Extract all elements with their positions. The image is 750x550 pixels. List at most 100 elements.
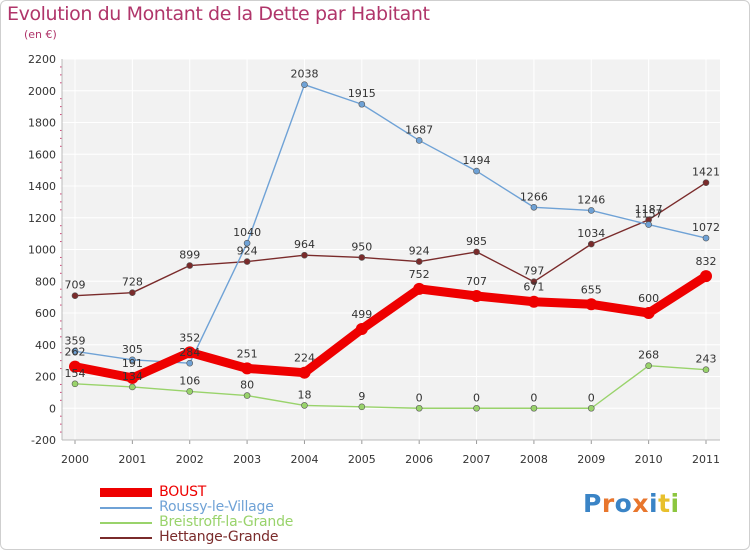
logo-letter: P xyxy=(583,489,602,518)
data-point-3 xyxy=(129,289,136,296)
data-point-0 xyxy=(470,290,483,303)
data-point-3 xyxy=(358,254,366,261)
data-label: 499 xyxy=(351,308,372,321)
data-point-3 xyxy=(702,179,710,186)
data-point-3 xyxy=(473,248,480,256)
y-tick-label: 2000 xyxy=(28,85,56,98)
y-tick-label: 600 xyxy=(35,307,56,320)
data-label: 1040 xyxy=(233,226,261,239)
data-point-0 xyxy=(241,362,254,375)
data-label: 154 xyxy=(65,367,86,380)
x-tick-label: 2001 xyxy=(118,453,146,466)
x-tick-label: 2007 xyxy=(463,453,491,466)
data-point-1 xyxy=(301,81,308,89)
data-label: 352 xyxy=(179,331,200,344)
legend-item-breistroff: Breistroff-la-Grande xyxy=(100,514,294,530)
data-label: 728 xyxy=(122,276,143,289)
data-point-1 xyxy=(243,239,251,247)
data-label: 284 xyxy=(179,346,200,359)
chart-legend: BOUST Roussy-le-Village Breistroff-la-Gr… xyxy=(100,484,294,545)
data-label: 1034 xyxy=(577,227,605,240)
data-label: 0 xyxy=(473,391,480,404)
data-label: 671 xyxy=(523,281,544,294)
legend-label-hettange: Hettange-Grande xyxy=(159,529,279,545)
legend-swatch-hettange xyxy=(100,536,152,539)
data-point-1 xyxy=(645,221,652,228)
data-point-1 xyxy=(186,359,194,367)
logo-letter: r xyxy=(601,489,615,518)
data-label: 1421 xyxy=(692,166,720,179)
data-label: 899 xyxy=(179,249,200,262)
logo-letter: i xyxy=(670,489,680,518)
legend-swatch-roussy xyxy=(100,506,152,509)
data-point-2 xyxy=(415,404,423,412)
legend-item-hettange: Hettange-Grande xyxy=(100,529,293,545)
data-point-1 xyxy=(71,347,79,355)
legend-label-boust: BOUST xyxy=(159,484,207,500)
data-point-2 xyxy=(473,404,480,412)
data-point-0 xyxy=(298,366,311,379)
x-tick-label: 2000 xyxy=(61,453,89,466)
data-label: 709 xyxy=(65,279,86,292)
series-line-1 xyxy=(74,84,707,364)
y-tick-label: 1400 xyxy=(28,180,56,193)
data-label: 243 xyxy=(696,353,717,366)
data-label: 224 xyxy=(294,352,315,365)
data-label: 1266 xyxy=(520,190,548,203)
data-label: 18 xyxy=(297,388,311,401)
data-point-0 xyxy=(413,282,426,295)
y-tick-label: 400 xyxy=(35,339,56,352)
data-label: 655 xyxy=(581,283,602,296)
data-label: 985 xyxy=(466,235,487,248)
data-point-1 xyxy=(702,234,710,242)
data-point-2 xyxy=(129,383,136,391)
legend-label-breistroff: Breistroff-la-Grande xyxy=(159,514,294,530)
y-tick-label: -200 xyxy=(31,434,56,447)
x-tick-label: 2009 xyxy=(577,453,605,466)
data-label: 1687 xyxy=(405,123,433,136)
data-point-0 xyxy=(527,295,540,308)
data-point-3 xyxy=(71,292,79,299)
y-tick-label: 200 xyxy=(35,371,56,384)
series-line-0 xyxy=(70,271,711,383)
x-tick-label: 2003 xyxy=(233,453,261,466)
data-label: 268 xyxy=(638,349,659,362)
data-point-2 xyxy=(358,403,366,411)
data-label: 359 xyxy=(65,334,86,347)
series-line-3 xyxy=(74,181,707,297)
data-point-1 xyxy=(415,137,423,144)
data-label: 1072 xyxy=(692,221,720,234)
y-tick-label: 1000 xyxy=(28,244,56,257)
logo-letter: o xyxy=(614,489,633,518)
data-point-3 xyxy=(243,258,251,265)
data-label: 0 xyxy=(416,391,423,404)
data-label: 924 xyxy=(409,245,430,258)
data-point-0 xyxy=(183,346,196,359)
data-label: 924 xyxy=(237,245,258,258)
x-tick-label: 2010 xyxy=(635,453,663,466)
data-label: 600 xyxy=(638,292,659,305)
x-tick-label: 2008 xyxy=(520,453,548,466)
data-label: 1246 xyxy=(577,193,605,206)
data-point-2 xyxy=(301,402,308,409)
data-point-2 xyxy=(702,366,710,373)
data-point-2 xyxy=(530,404,538,412)
logo-letter: t xyxy=(658,489,671,518)
data-label: 305 xyxy=(122,343,143,356)
chart-subtitle: (en €) xyxy=(24,28,57,41)
x-tick-label: 2011 xyxy=(692,453,720,466)
y-tick-label: 1200 xyxy=(28,212,56,225)
data-point-3 xyxy=(530,278,538,286)
data-label: 134 xyxy=(122,370,143,383)
data-point-0 xyxy=(700,270,712,283)
logo-letter: x xyxy=(632,489,649,518)
logo-letter: i xyxy=(649,489,659,518)
data-point-2 xyxy=(645,362,652,370)
y-tick-label: 0 xyxy=(49,402,56,415)
y-tick-label: 800 xyxy=(35,275,56,288)
data-point-0 xyxy=(126,371,139,384)
data-point-0 xyxy=(585,298,598,311)
legend-item-roussy: Roussy-le-Village xyxy=(100,499,293,515)
data-point-0 xyxy=(69,360,81,373)
